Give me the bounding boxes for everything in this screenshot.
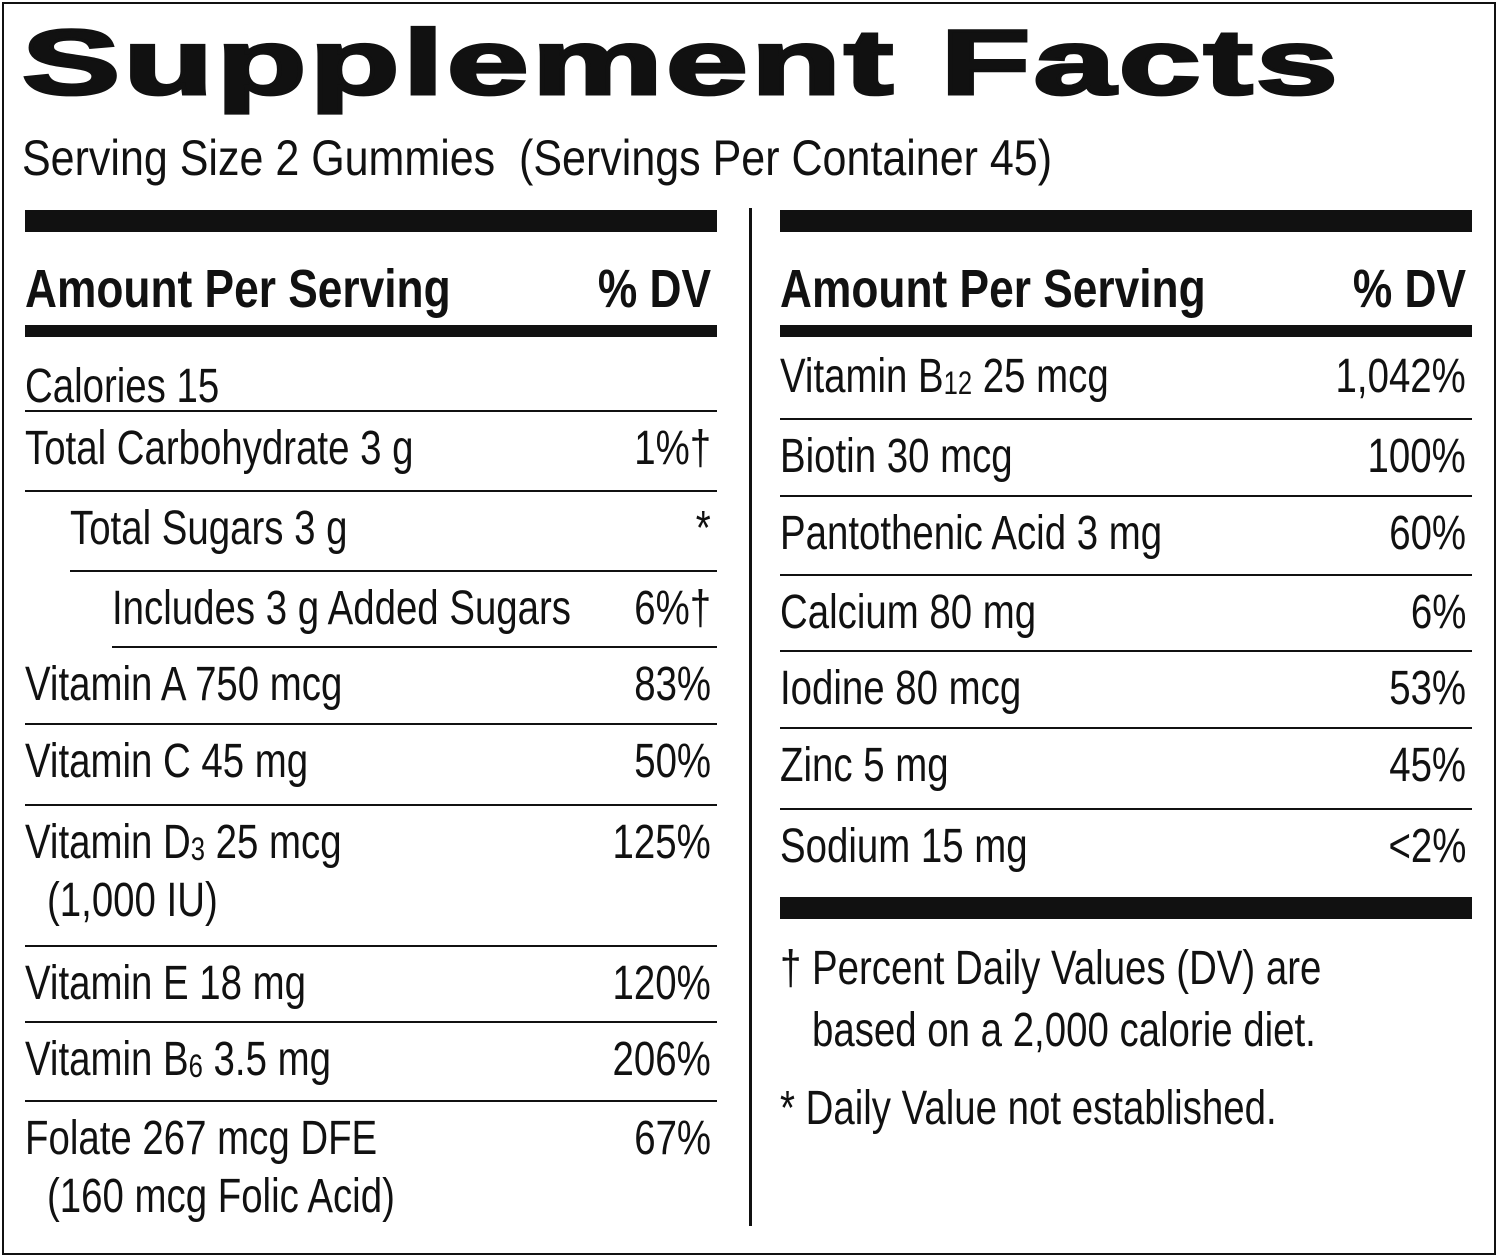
nutrient-name: Biotin 30 mcg: [780, 428, 1013, 486]
nutrient-row: Vitamin E 18 mg 120%: [25, 947, 717, 1023]
column-header: Amount Per Serving % DV: [780, 254, 1472, 324]
nutrient-name-text: Includes 3 g Added Sugars: [112, 582, 571, 635]
daily-value: 1,042%: [1335, 350, 1466, 403]
nutrient-name: Calories 15: [25, 358, 219, 416]
right-column: Amount Per Serving % DV Vitamin B12 25 m…: [780, 210, 1472, 1230]
nutrient-row: Calories 15: [25, 350, 717, 413]
daily-value: 120%: [612, 957, 711, 1010]
amount-per-serving-heading: Amount Per Serving: [780, 259, 1206, 319]
nutrient-name: Vitamin B12 25 mcg: [780, 348, 1109, 412]
nutrient-name: Pantothenic Acid 3 mg: [780, 505, 1162, 563]
nutrient-row: Vitamin B6 3.5 mg 206%: [25, 1023, 717, 1102]
nutrient-name: Includes 3 g Added Sugars: [112, 580, 571, 638]
nutrient-name: Calcium 80 mg: [780, 584, 1036, 642]
daily-value: 1%†: [634, 422, 711, 475]
nutrient-name-text: Folate 267 mcg DFE: [25, 1112, 378, 1165]
daily-value: 100%: [1367, 430, 1466, 483]
nutrient-row: Total Sugars 3 g *: [70, 492, 717, 572]
nutrient-name-text: Vitamin E 18 mg: [25, 957, 307, 1010]
nutrient-name: Zinc 5 mg: [780, 737, 949, 795]
nutrient-name: Sodium 15 mg: [780, 818, 1028, 876]
daily-value: <2%: [1388, 820, 1466, 873]
nutrient-name-text: Iodine 80 mcg: [780, 662, 1022, 715]
nutrient-name-text: Vitamin D: [25, 816, 191, 869]
nutrient-name-text: Vitamin A 750 mcg: [25, 658, 343, 711]
nutrient-name: Vitamin B6 3.5 mg: [25, 1031, 331, 1095]
nutrient-row: Vitamin A 750 mcg 83%: [25, 648, 717, 725]
daily-value: 6%†: [634, 582, 711, 635]
medium-divider: [780, 325, 1472, 337]
nutrient-amount: 25 mcg: [972, 350, 1109, 403]
daily-value: 60%: [1389, 507, 1466, 560]
nutrient-row: Biotin 30 mcg 100%: [780, 420, 1472, 497]
nutrient-name-text: Pantothenic Acid 3 mg: [780, 507, 1163, 560]
nutrient-name-text: Calories 15: [25, 360, 220, 413]
nutrient-name-text: Vitamin B: [780, 350, 944, 403]
nutrient-name: Vitamin A 750 mcg: [25, 656, 342, 714]
nutrient-name-line2: (160 mcg Folic Acid): [47, 1170, 395, 1223]
nutrient-name-text: Calcium 80 mg: [780, 586, 1037, 639]
nutrient-name-text: Vitamin B: [25, 1033, 189, 1086]
subscript: 12: [943, 365, 973, 401]
nutrient-amount: 25 mcg: [204, 816, 342, 869]
nutrient-name: Vitamin C 45 mg: [25, 733, 308, 791]
nutrient-row: Pantothenic Acid 3 mg 60%: [780, 497, 1472, 576]
serving-info: Serving Size 2 Gummies (Servings Per Con…: [22, 130, 1053, 186]
thick-divider: [25, 210, 717, 232]
nutrient-row: Sodium 15 mg <2%: [780, 810, 1472, 895]
daily-value: *: [696, 502, 711, 555]
nutrient-name: Vitamin E 18 mg: [25, 955, 306, 1013]
daily-value: 45%: [1389, 739, 1466, 792]
column-divider: [749, 208, 752, 1226]
nutrient-name: Total Carbohydrate 3 g: [25, 420, 414, 478]
daily-value: 6%: [1410, 586, 1467, 639]
nutrient-row: Total Carbohydrate 3 g 1%†: [25, 412, 717, 492]
nutrient-name: Vitamin D3 25 mcg: [25, 814, 342, 878]
dv-heading: % DV: [597, 259, 711, 319]
nutrient-row: Vitamin B12 25 mcg 1,042%: [780, 340, 1472, 420]
nutrient-name: Iodine 80 mcg: [780, 660, 1021, 718]
nutrient-name-text: Zinc 5 mg: [780, 739, 949, 792]
footnote-asterisk: * Daily Value not established.: [780, 1082, 1277, 1135]
label-title: Supplement Facts: [20, 11, 1342, 116]
nutrient-name-text: Biotin 30 mcg: [780, 430, 1013, 483]
nutrient-list: Calories 15 Total Carbohydrate 3 g 1%† Tota…: [25, 350, 717, 1230]
nutrient-name-text: Sodium 15 mg: [780, 820, 1028, 873]
nutrient-row: Zinc 5 mg 45%: [780, 729, 1472, 810]
medium-divider: [25, 325, 717, 337]
nutrient-amount: 3.5 mg: [202, 1033, 331, 1086]
nutrient-name-text: Total Sugars 3 g: [70, 502, 348, 555]
nutrient-row: Vitamin D3 25 mcg (1,000 IU) 125%: [25, 806, 717, 947]
daily-value: 83%: [634, 658, 711, 711]
footnote-dagger: † Percent Daily Values (DV) are: [780, 942, 1322, 995]
nutrient-row: Vitamin C 45 mg 50%: [25, 725, 717, 806]
nutrient-name: Total Sugars 3 g: [70, 500, 348, 558]
nutrient-name-text: Total Carbohydrate 3 g: [25, 422, 414, 475]
thick-divider: [780, 897, 1472, 919]
dv-heading: % DV: [1352, 259, 1466, 319]
nutrient-name-line2: (1,000 IU): [47, 874, 218, 927]
nutrient-name: Folate 267 mcg DFE: [25, 1110, 377, 1168]
thick-divider: [780, 210, 1472, 232]
daily-value: 67%: [634, 1112, 711, 1165]
nutrient-row: Iodine 80 mcg 53%: [780, 652, 1472, 729]
daily-value: 53%: [1389, 662, 1466, 715]
nutrient-row: Includes 3 g Added Sugars 6%†: [112, 572, 717, 648]
left-column: Amount Per Serving % DV Calories 15 Total…: [25, 210, 717, 1230]
nutrient-name-text: Vitamin C 45 mg: [25, 735, 309, 788]
nutrient-row: Folate 267 mcg DFE (160 mcg Folic Acid) 67…: [25, 1102, 717, 1230]
subscript: 3: [190, 831, 205, 867]
nutrient-row: Calcium 80 mg 6%: [780, 576, 1472, 652]
daily-value: 50%: [634, 735, 711, 788]
daily-value: 125%: [612, 816, 711, 869]
column-header: Amount Per Serving % DV: [25, 254, 717, 324]
daily-value: 206%: [612, 1033, 711, 1086]
subscript: 6: [188, 1048, 203, 1084]
nutrient-list: Vitamin B12 25 mcg 1,042% Biotin 30 mcg 100…: [780, 340, 1472, 895]
footnote-dagger-cont: based on a 2,000 calorie diet.: [812, 1004, 1316, 1057]
amount-per-serving-heading: Amount Per Serving: [25, 259, 451, 319]
